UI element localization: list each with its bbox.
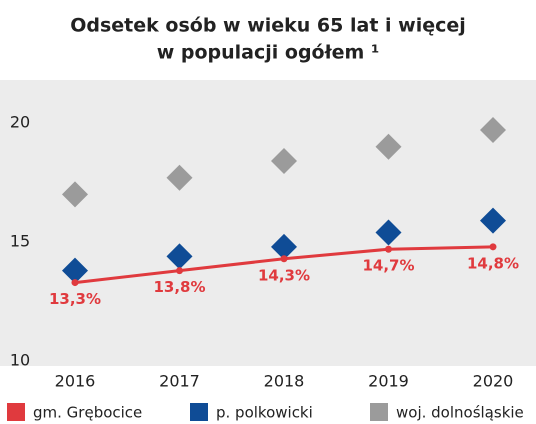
y-tick-label: 15 [10, 232, 30, 251]
diamond-marker [271, 148, 297, 175]
legend-swatch [190, 403, 208, 421]
data-label: 14,8% [467, 254, 519, 272]
plot-background [0, 80, 536, 366]
legend-swatch [370, 403, 388, 421]
diamond-marker [62, 257, 88, 284]
chart-title: w populacji ogółem ¹ [157, 42, 380, 64]
x-tick-label: 2016 [55, 372, 96, 391]
y-tick-label: 20 [10, 112, 30, 131]
data-label: 13,8% [153, 278, 205, 296]
diamond-marker [375, 219, 402, 246]
diamond-marker [480, 117, 506, 144]
data-label: 14,3% [258, 266, 310, 284]
x-tick-label: 2017 [159, 372, 200, 391]
data-label: 14,7% [362, 257, 414, 275]
y-tick-label: 10 [10, 351, 30, 370]
data-label: 13,3% [49, 290, 101, 308]
x-tick-label: 2020 [473, 372, 514, 391]
point [489, 243, 497, 251]
legend-label: gm. Grębocice [33, 404, 142, 422]
x-tick-label: 2019 [368, 372, 409, 391]
point [385, 245, 392, 253]
diamond-marker [480, 207, 506, 234]
diamond-marker [271, 233, 297, 260]
diamond-marker [375, 133, 402, 160]
legend-label: p. polkowicki [216, 404, 313, 422]
point [176, 267, 183, 275]
legend-swatch [7, 403, 25, 421]
diamond-marker [166, 164, 193, 191]
diamond-marker [62, 181, 88, 208]
diamond-marker [166, 243, 193, 270]
point [280, 255, 288, 263]
x-tick-label: 2018 [264, 372, 305, 391]
chart-title: Odsetek osób w wieku 65 lat i więcej [70, 15, 466, 37]
point [71, 279, 79, 287]
legend-label: woj. dolnośląskie [396, 404, 524, 422]
